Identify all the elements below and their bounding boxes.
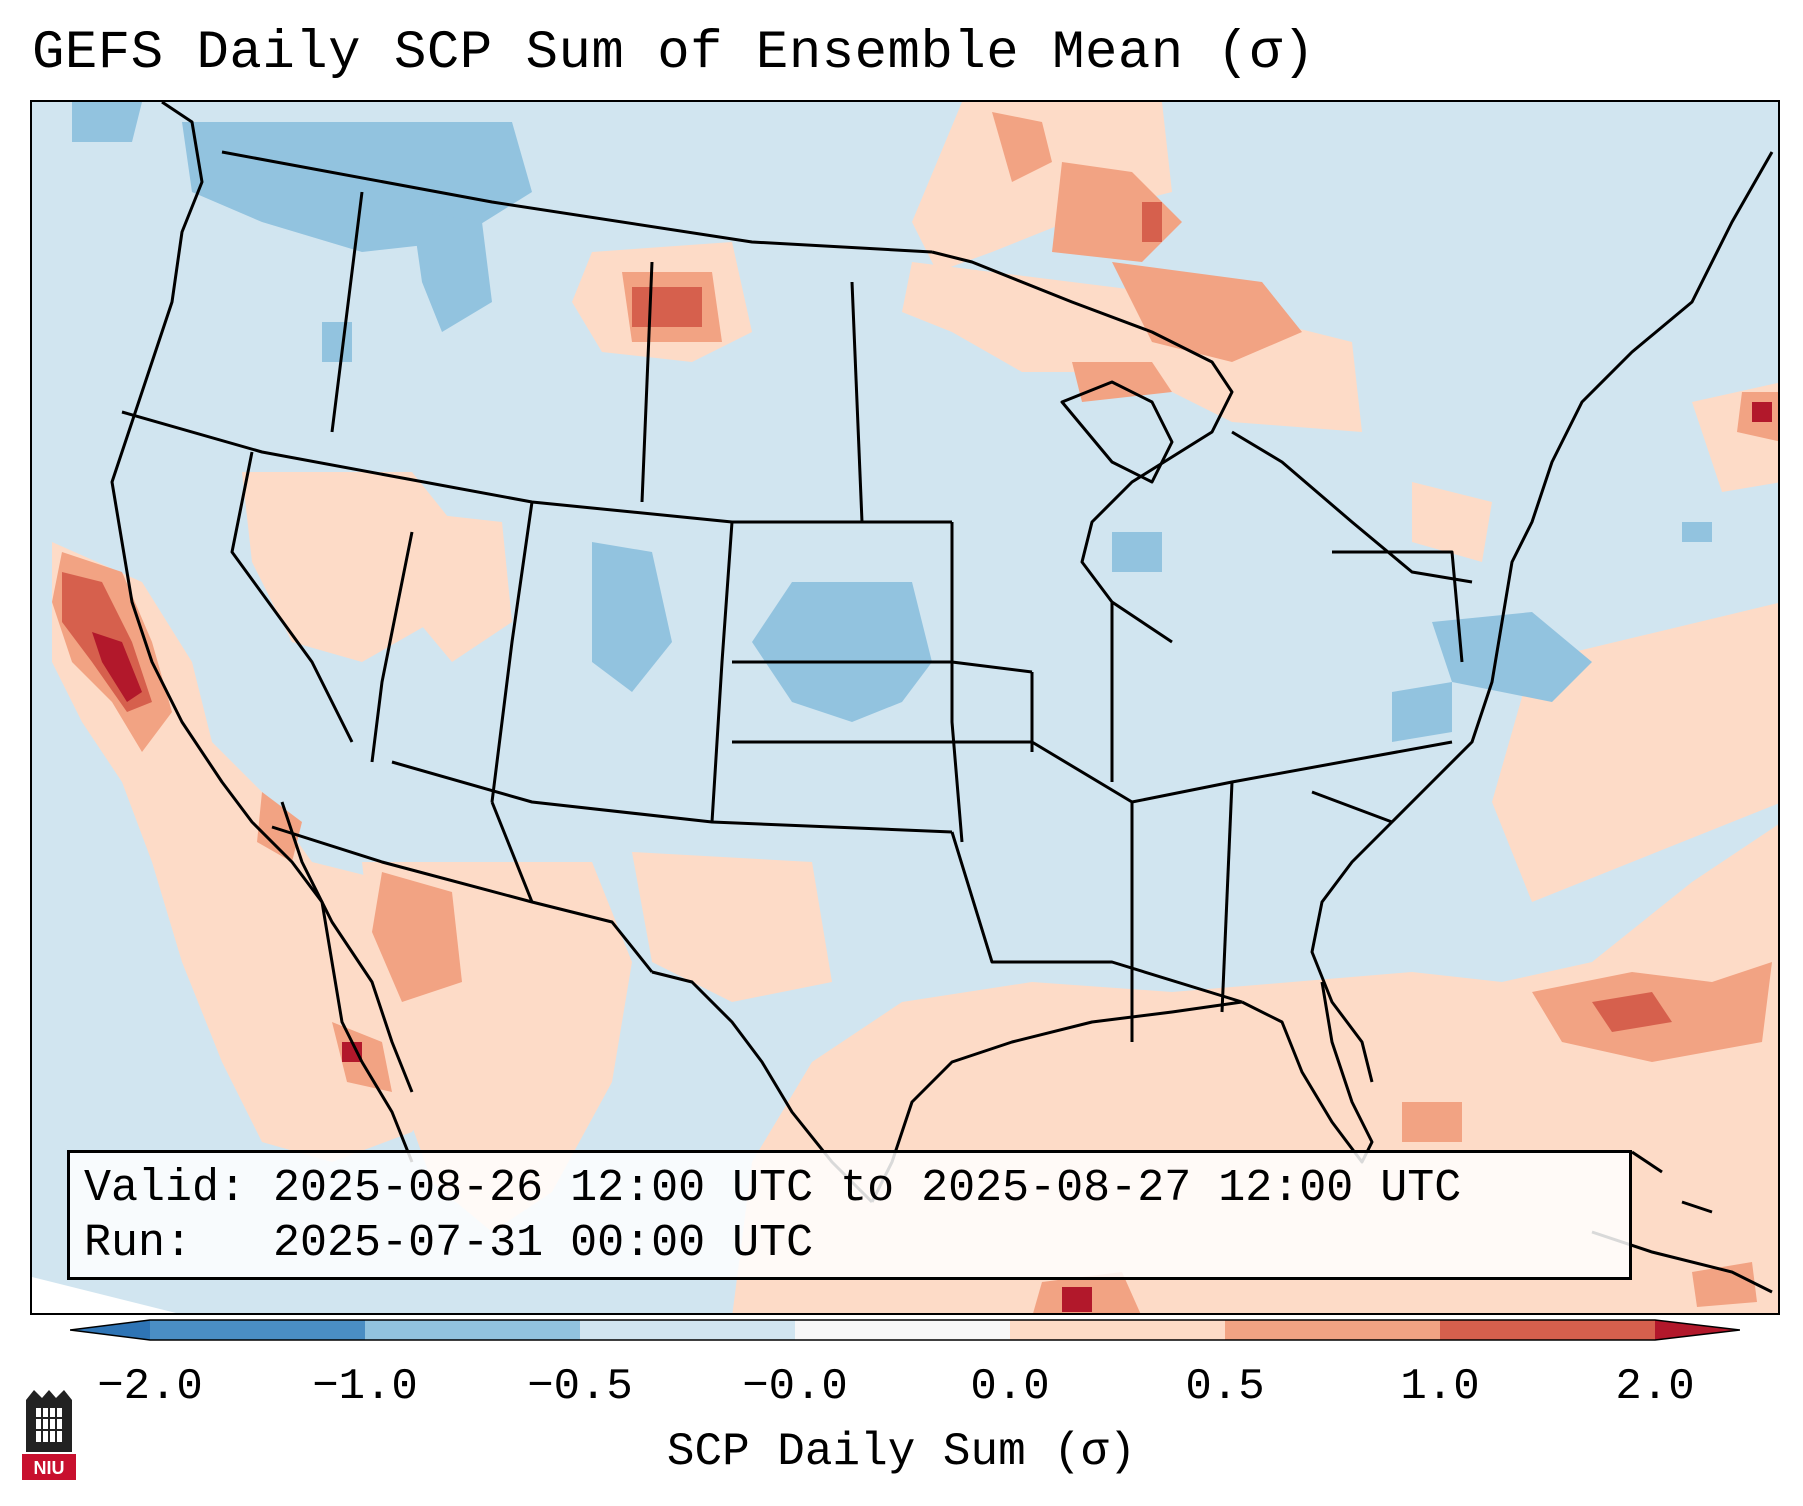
map-panel [30, 100, 1780, 1315]
colorbar-tick: 2.0 [1615, 1362, 1695, 1412]
colorbar-segment-6 [1225, 1320, 1440, 1340]
colorbar-segment-3 [580, 1320, 795, 1340]
colorbar-segment-5 [1010, 1320, 1225, 1340]
valid-label: Valid: [84, 1163, 247, 1214]
colorbar-segment-2 [365, 1320, 580, 1340]
run-value: 2025-07-31 00:00 UTC [273, 1218, 814, 1269]
valid-run-info-box: Valid: 2025-08-26 12:00 UTC to 2025-08-2… [67, 1150, 1632, 1280]
valid-value: 2025-08-26 12:00 UTC to 2025-08-27 12:00… [273, 1163, 1462, 1214]
chart-title: GEFS Daily SCP Sum of Ensemble Mean (σ) [32, 23, 1316, 84]
colorbar-tick: 0.0 [970, 1362, 1050, 1412]
colorbar-tick: −2.0 [97, 1362, 203, 1412]
colorbar-tick: −0.0 [742, 1362, 848, 1412]
colorbar-tick: −1.0 [312, 1362, 418, 1412]
extreme-anomaly-layer [92, 402, 1772, 1312]
projection-edge [32, 1277, 176, 1313]
colorbar-tick: 1.0 [1400, 1362, 1480, 1412]
colorbar-label: SCP Daily Sum (σ) [666, 1426, 1137, 1478]
colorbar-tick: −0.5 [527, 1362, 633, 1412]
colorbar-segment-7 [1440, 1320, 1655, 1340]
colorbar-segment-1 [150, 1320, 365, 1340]
niu-logo: NIU [22, 1390, 76, 1480]
map-canvas [32, 102, 1778, 1313]
colorbar-segment-4 [795, 1320, 1010, 1340]
colorbar-under-triangle [70, 1320, 150, 1340]
negative-anomaly-layer [72, 102, 1712, 742]
colorbar-tick: 0.5 [1185, 1362, 1265, 1412]
colorbar-over-triangle [1655, 1320, 1740, 1340]
colorbar-outline [70, 1319, 1740, 1341]
niu-logo-text: NIU [34, 1458, 65, 1478]
map-outlines [110, 102, 1774, 1204]
colorbar [70, 1319, 1740, 1341]
run-label: Run: [84, 1218, 193, 1269]
